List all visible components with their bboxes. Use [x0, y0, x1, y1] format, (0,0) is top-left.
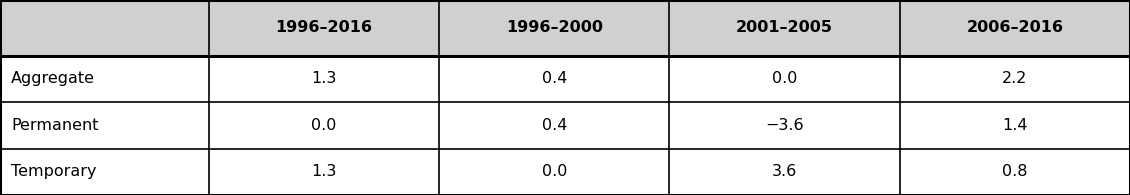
- Text: 1.3: 1.3: [311, 71, 337, 86]
- Text: 0.8: 0.8: [1002, 164, 1027, 179]
- Bar: [669, 0, 899, 56]
- Bar: [440, 56, 669, 102]
- Bar: [899, 149, 1130, 195]
- Text: 0.4: 0.4: [541, 71, 567, 86]
- Bar: [0, 102, 209, 149]
- Text: 2.2: 2.2: [1002, 71, 1027, 86]
- Text: 0.4: 0.4: [541, 118, 567, 133]
- Text: Aggregate: Aggregate: [11, 71, 95, 86]
- Text: 3.6: 3.6: [772, 164, 797, 179]
- Text: 1996–2016: 1996–2016: [276, 20, 373, 35]
- Text: −3.6: −3.6: [765, 118, 803, 133]
- Bar: [0, 0, 209, 56]
- Bar: [209, 102, 440, 149]
- Text: 1.4: 1.4: [1002, 118, 1027, 133]
- Text: Temporary: Temporary: [11, 164, 97, 179]
- Bar: [669, 56, 899, 102]
- Text: 0.0: 0.0: [772, 71, 798, 86]
- Bar: [669, 149, 899, 195]
- Text: 0.0: 0.0: [311, 118, 337, 133]
- Text: 2006–2016: 2006–2016: [966, 20, 1063, 35]
- Bar: [899, 102, 1130, 149]
- Text: 2001–2005: 2001–2005: [736, 20, 833, 35]
- Text: 1996–2000: 1996–2000: [506, 20, 602, 35]
- Bar: [440, 102, 669, 149]
- Bar: [0, 56, 209, 102]
- Bar: [440, 0, 669, 56]
- Bar: [209, 0, 440, 56]
- Bar: [899, 56, 1130, 102]
- Text: 0.0: 0.0: [541, 164, 567, 179]
- Bar: [899, 0, 1130, 56]
- Text: 1.3: 1.3: [311, 164, 337, 179]
- Bar: [669, 102, 899, 149]
- Text: Permanent: Permanent: [11, 118, 98, 133]
- Bar: [0, 149, 209, 195]
- Bar: [440, 149, 669, 195]
- Bar: [209, 149, 440, 195]
- Bar: [209, 56, 440, 102]
